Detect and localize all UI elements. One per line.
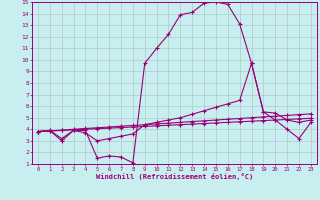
- X-axis label: Windchill (Refroidissement éolien,°C): Windchill (Refroidissement éolien,°C): [96, 173, 253, 180]
